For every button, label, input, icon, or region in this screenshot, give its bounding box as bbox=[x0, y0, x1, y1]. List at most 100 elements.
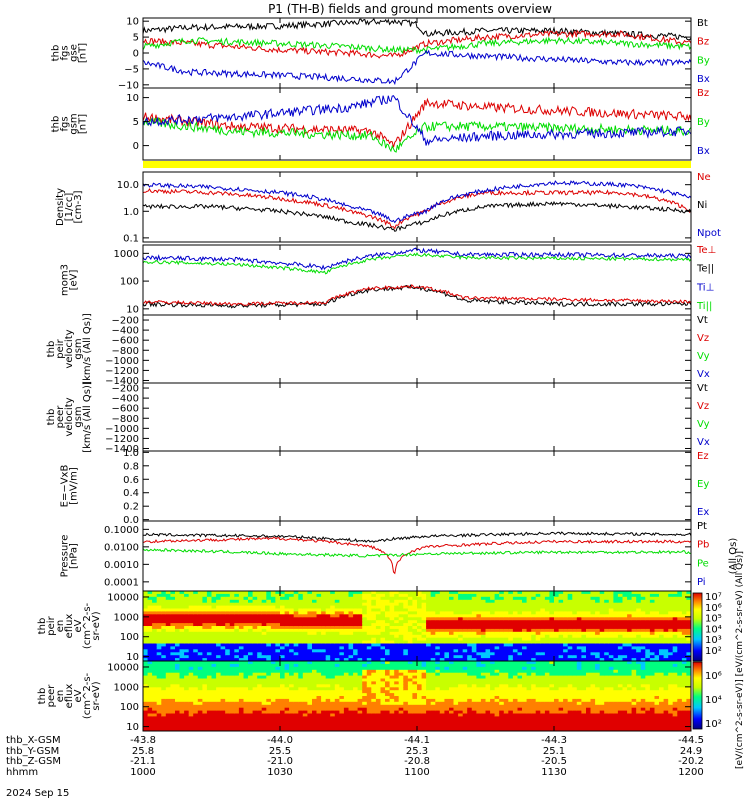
ylabel-vi-2: velocity bbox=[64, 329, 75, 368]
legend-density-1: Ni bbox=[697, 200, 707, 211]
ytick-ion_spec-0: 10000 bbox=[107, 592, 139, 603]
legend-vi-1: Vz bbox=[697, 333, 709, 344]
legend-temp-1: Te|| bbox=[696, 264, 714, 275]
colorbar-ion-label-1: 10⁶ bbox=[705, 603, 722, 614]
axis-hhmm-4: 1200 bbox=[678, 767, 703, 778]
axis-z-4: -20.2 bbox=[678, 756, 704, 767]
axis-x-1: -44.0 bbox=[267, 735, 293, 746]
ytick-fgs_gsm-1: 5 bbox=[133, 117, 139, 128]
panels: 1050−5−10thbfgsgse[nT]BtBzByBx1050thbfgs… bbox=[37, 17, 745, 769]
axis-hhmm-2: 1100 bbox=[404, 767, 429, 778]
ytick-ele_spec-0: 10000 bbox=[107, 662, 139, 673]
trace-pressure-Pt bbox=[143, 531, 691, 543]
ytick-ve-0: −200 bbox=[112, 384, 139, 395]
ytick-ele_spec-1: 1000 bbox=[114, 682, 139, 693]
legend-pressure-2: Pe bbox=[697, 558, 709, 569]
axis-x-0: -43.8 bbox=[130, 735, 156, 746]
trace-density-Ne bbox=[143, 188, 691, 230]
legend-ve-1: Vz bbox=[697, 401, 709, 412]
panel-ion_spec: 10000 1000 100 10 thbpeirenefluxeV(cm^2-s-sr… bbox=[37, 590, 692, 663]
colorbar-electron bbox=[692, 661, 703, 730]
panel-temp-traces bbox=[143, 247, 691, 309]
legend-ve-0: Vt bbox=[697, 383, 708, 394]
legend-efield-1: Ey bbox=[697, 479, 709, 490]
legend-fgs_gsm-2: Bx bbox=[697, 146, 710, 157]
legend-temp-0: Te⊥ bbox=[696, 245, 716, 256]
ytick-density-1: 1.0 bbox=[123, 207, 139, 218]
panel-ele_spec-traces bbox=[143, 661, 691, 731]
ylabel-density-1: [1/cc] bbox=[64, 193, 75, 222]
legend-pressure-3: Pi bbox=[697, 577, 706, 588]
ytick-pressure-1: 0.0100 bbox=[104, 542, 139, 553]
ylabel-efield-0: E=−VxB bbox=[60, 465, 71, 508]
ytick-fgs-2: 0 bbox=[133, 49, 139, 60]
trace-temp-Ti bbox=[143, 247, 691, 271]
ytick-fgs-0: 10 bbox=[126, 17, 139, 28]
ytick-efield-4: 0.2 bbox=[123, 502, 139, 513]
ylabel-ele_spec-2: en bbox=[55, 690, 66, 703]
axis-z-3: -20.5 bbox=[541, 756, 567, 767]
legend-temp-2: Ti⊥ bbox=[696, 282, 714, 293]
ytick-vi-3: −800 bbox=[112, 346, 139, 357]
axis-y-3: 25.1 bbox=[543, 746, 565, 757]
ytick-ve-3: −800 bbox=[112, 414, 139, 425]
ytick-vi-0: −200 bbox=[112, 316, 139, 327]
ylabel-ele_spec-5: (cm^2-s- bbox=[82, 672, 93, 719]
axis-x-2: -44.1 bbox=[404, 735, 430, 746]
axis-z-1: -21.0 bbox=[267, 756, 293, 767]
axis-row-label-2: thb_Z-GSM bbox=[6, 756, 61, 767]
ylabel-ve-0: thb bbox=[46, 409, 57, 426]
ylabel-fgs_gsm-3: [nT] bbox=[78, 114, 89, 134]
legend-fgs-2: By bbox=[697, 55, 710, 66]
panel-fgs_gsm-traces bbox=[143, 95, 691, 153]
legend-efield-0: Ez bbox=[697, 451, 709, 462]
ylabel-ele_spec-4: eV bbox=[73, 689, 84, 702]
legend-ve-3: Vx bbox=[697, 437, 710, 448]
legend-vi-2: Vy bbox=[697, 351, 710, 362]
panel-ele_spec: 10000 1000 100 10 thbpeerenefluxeV(cm^2-s-sr… bbox=[37, 660, 692, 733]
ytick-vi-5: −1200 bbox=[105, 366, 139, 377]
legend-temp-3: Ti|| bbox=[696, 301, 712, 312]
ytick-pressure-0: 0.1000 bbox=[104, 525, 139, 536]
ytick-ve-4: −1000 bbox=[105, 424, 139, 435]
ylabel-fgs_gsm-1: fgs bbox=[60, 116, 71, 131]
trace-pressure-Pe bbox=[143, 548, 691, 558]
ytick-efield-3: 0.4 bbox=[123, 488, 139, 499]
trace-density-Ni bbox=[143, 200, 691, 232]
ylabel-ele_spec-6: sr-eV) bbox=[91, 681, 102, 710]
ytick-ion_spec-2: 100 bbox=[120, 632, 139, 643]
ytick-vi-2: −600 bbox=[112, 336, 139, 347]
trace-fgs-Bz bbox=[143, 29, 691, 59]
legend-fgs_gsm-0: Bz bbox=[697, 88, 709, 99]
ylabel-ele_spec-1: peer bbox=[46, 684, 57, 708]
ytick-vi-6: −1400 bbox=[105, 376, 139, 387]
ytick-vi-1: −400 bbox=[112, 326, 139, 337]
ylabel-ele_spec-0: thb bbox=[37, 688, 48, 705]
ylabel-ve-3: gsm bbox=[73, 406, 84, 427]
panel-efield: 1.0 0.8 0.6 0.4 0.2 0.0 E=−VxB[mV/m] Ez Ey Ex bbox=[60, 448, 710, 526]
panel-density: 10.0 1.0 0.1 Density[1/cc][cm-3] Ne Ni Npot bbox=[55, 171, 721, 244]
colorbar-ion bbox=[692, 592, 703, 662]
panel-ve-frame bbox=[142, 382, 692, 452]
ylabel-vi-1: peir bbox=[55, 338, 66, 358]
legend-density-0: Ne bbox=[697, 172, 711, 183]
ylabel-vi-4: [km/s (All Qs)] bbox=[82, 313, 93, 385]
data-quality-bar bbox=[143, 161, 691, 168]
trace-fgs-Bt bbox=[143, 18, 691, 41]
panel-temp: 1000 100 10 mom3[eV] Te⊥ Te|| Ti⊥ Ti|| bbox=[60, 244, 716, 316]
legend-density-2: Npot bbox=[697, 228, 721, 239]
ylabel-fgs_gsm-2: gsm bbox=[69, 113, 80, 134]
axis-row-label-0: thb_X-GSM bbox=[6, 735, 61, 746]
axis-z-0: -21.1 bbox=[130, 756, 156, 767]
legend-ve-2: Vy bbox=[697, 419, 710, 430]
trace-temp-Te bbox=[143, 284, 691, 309]
ytick-fgs-4: −10 bbox=[118, 80, 139, 91]
colorbar-ion-label-4: 10³ bbox=[705, 635, 722, 646]
trace-fgs-gsm-Bz bbox=[143, 97, 691, 148]
axis-row-label-1: thb_Y-GSM bbox=[6, 746, 59, 757]
ylabel-temp-1: [eV] bbox=[69, 270, 80, 291]
